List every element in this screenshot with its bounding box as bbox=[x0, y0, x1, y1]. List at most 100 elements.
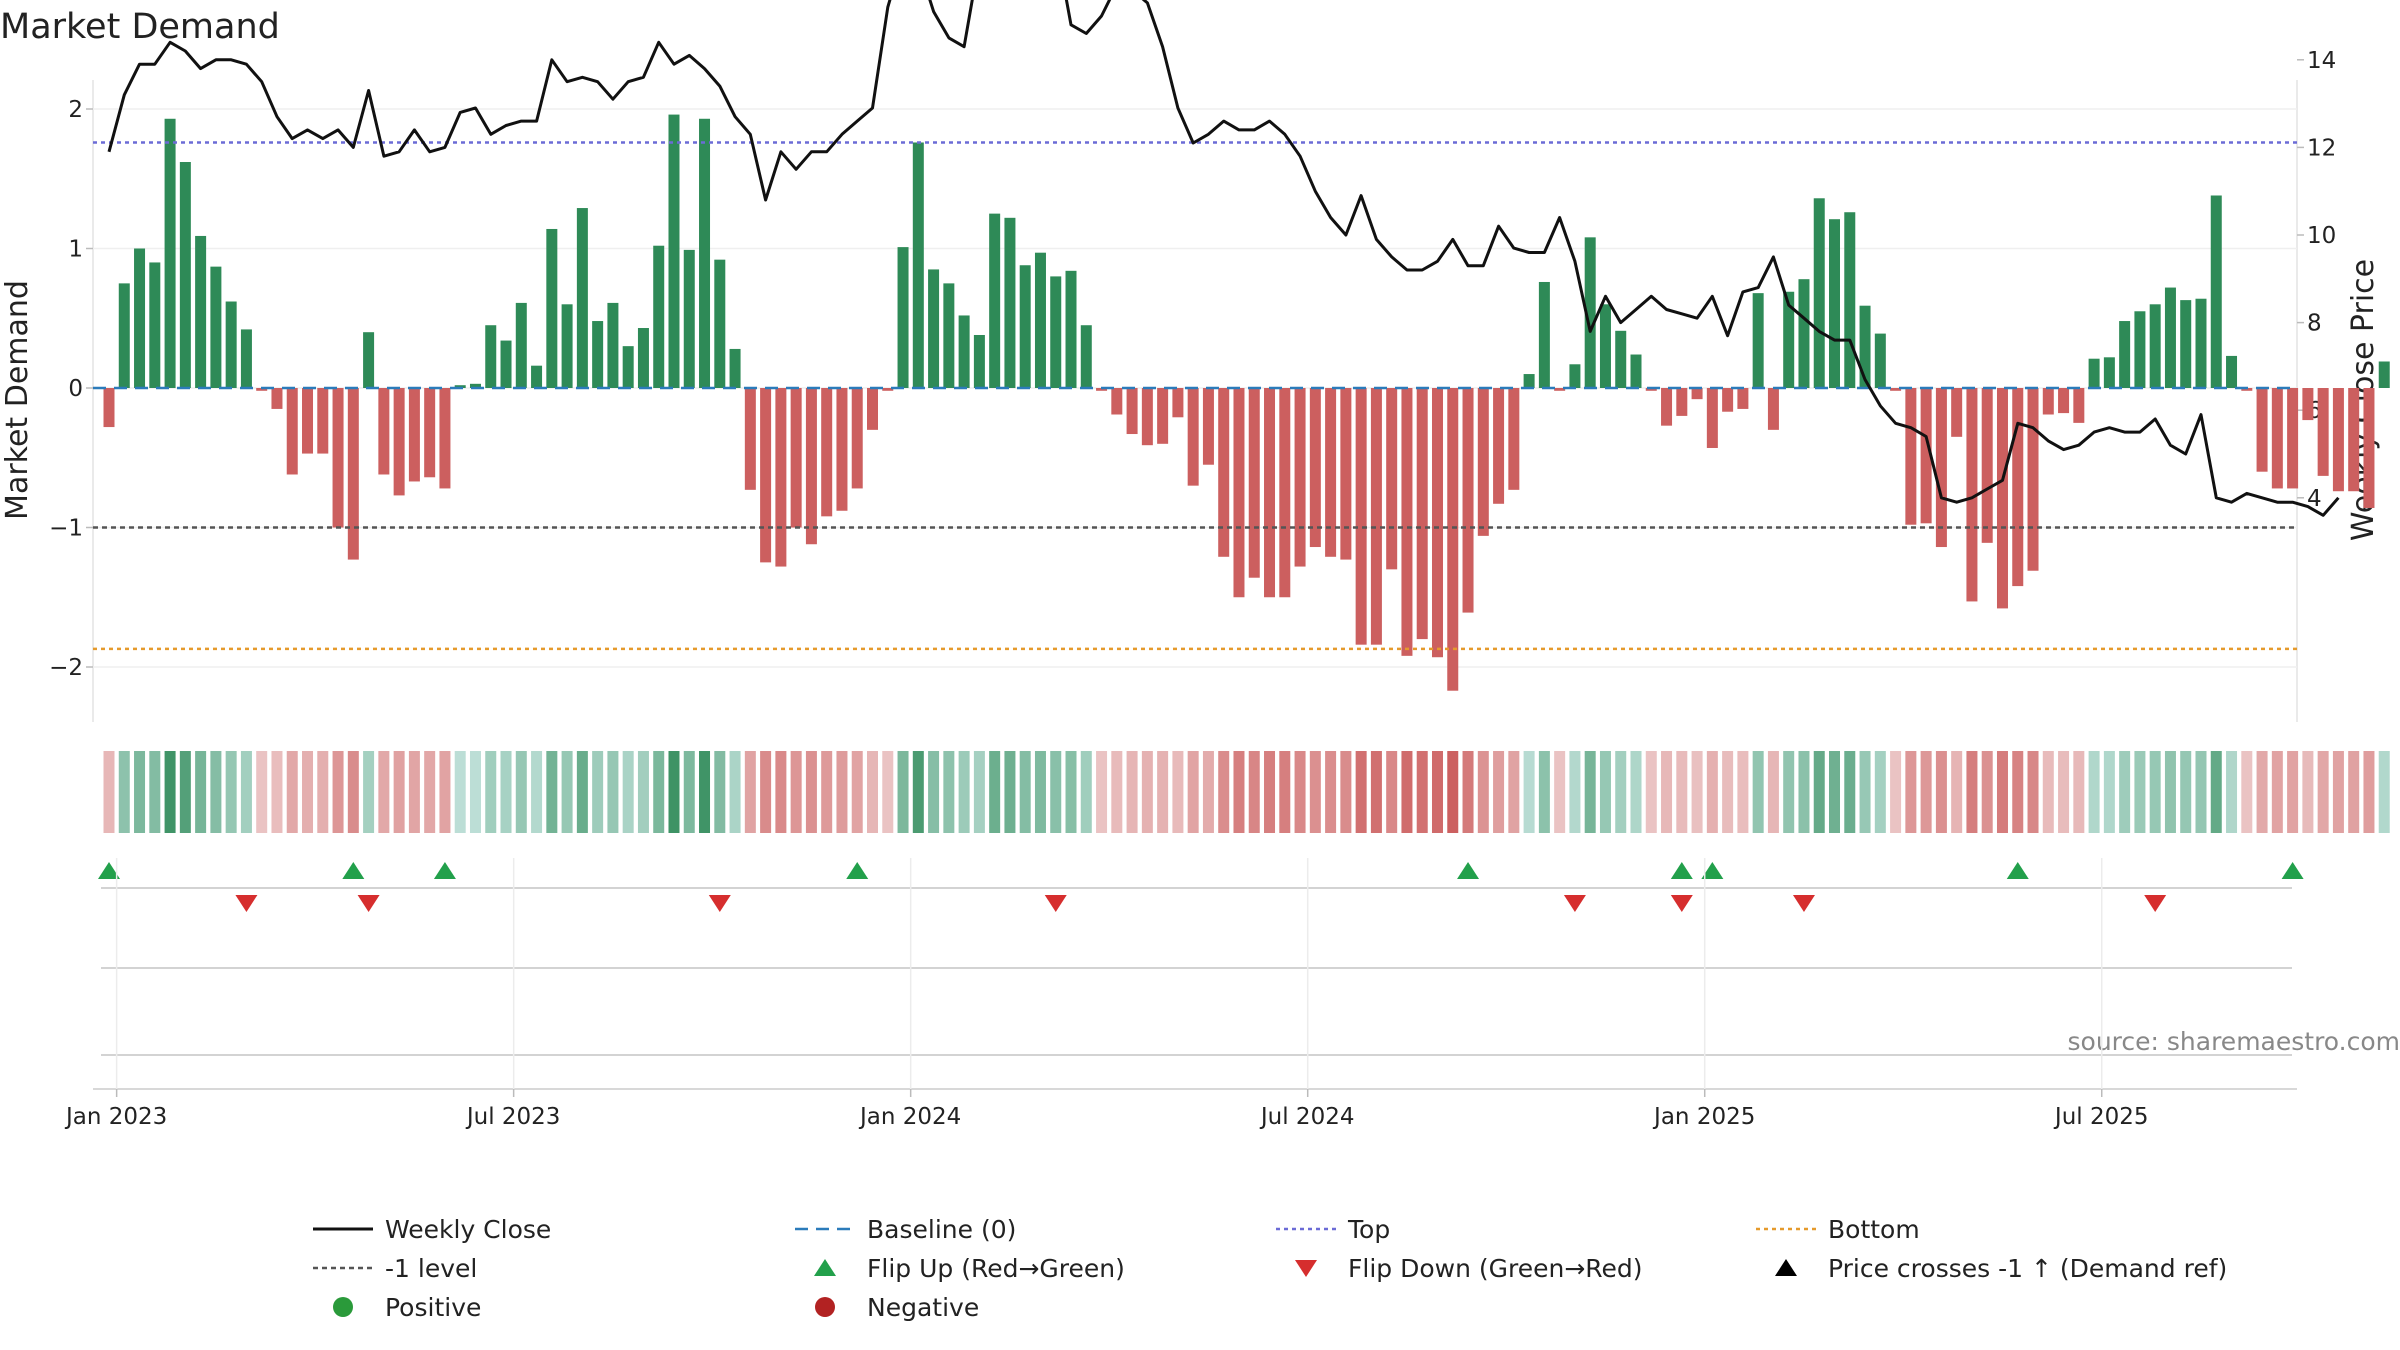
demand-bar-negative bbox=[2012, 388, 2024, 587]
strip-cell-negative bbox=[1691, 751, 1703, 833]
strip-cell-positive bbox=[454, 751, 466, 833]
legend-label-flip-up: Flip Up (Red→Green) bbox=[867, 1254, 1125, 1283]
demand-bar-negative bbox=[1737, 388, 1749, 409]
strip-cell-positive bbox=[653, 751, 665, 833]
demand-bar-positive bbox=[2180, 300, 2192, 388]
demand-bar-negative bbox=[775, 388, 787, 567]
x-tick-label: Jan 2025 bbox=[1652, 1104, 1755, 1130]
demand-bar-positive bbox=[210, 266, 222, 388]
demand-bar-negative bbox=[2317, 388, 2329, 476]
demand-bar-negative bbox=[1386, 388, 1398, 570]
y-right-tick-label: 14 bbox=[2307, 48, 2336, 74]
demand-bar-negative bbox=[1935, 388, 1947, 548]
strip-cell-positive bbox=[210, 751, 222, 833]
demand-bar-negative bbox=[1676, 388, 1688, 416]
demand-bar-negative bbox=[1722, 388, 1734, 412]
strip-cell-negative bbox=[1233, 751, 1245, 833]
demand-bar-positive bbox=[729, 348, 741, 388]
x-axis: Jan 2023 Jul 2023 Jan 2024 Jul 2024 Jan 2025… bbox=[64, 858, 2297, 1130]
strip-cell-positive bbox=[1783, 751, 1795, 833]
strip-cell-negative bbox=[2241, 751, 2253, 833]
demand-bar-negative bbox=[1126, 388, 1138, 435]
demand-bar-positive bbox=[1599, 304, 1611, 388]
strip-cell-negative bbox=[1172, 751, 1184, 833]
demand-bar-negative bbox=[1218, 388, 1230, 557]
demand-bar-negative bbox=[1355, 388, 1367, 645]
strip-cell-negative bbox=[1676, 751, 1688, 833]
demand-bar-positive bbox=[515, 302, 527, 388]
demand-bar-negative bbox=[1172, 388, 1184, 418]
strip-cell-negative bbox=[1508, 751, 1520, 833]
demand-bar-positive bbox=[2378, 361, 2390, 388]
strip-cell-positive bbox=[164, 751, 176, 833]
demand-bar-negative bbox=[1233, 388, 1245, 598]
strip-cell-negative bbox=[2317, 751, 2329, 833]
strip-cell-positive bbox=[1829, 751, 1841, 833]
flip-down-marker bbox=[1044, 895, 1067, 912]
demand-bar-negative bbox=[1248, 388, 1260, 578]
demand-bar-negative bbox=[1477, 388, 1489, 536]
strip-cell-negative bbox=[1157, 751, 1169, 833]
strip-cell-negative bbox=[256, 751, 268, 833]
strip-cell-negative bbox=[1340, 751, 1352, 833]
demand-bar-negative bbox=[2332, 388, 2344, 492]
demand-bar-negative bbox=[2073, 388, 2085, 423]
y-right-tick-label: 10 bbox=[2307, 223, 2336, 249]
strip-cell-negative bbox=[1447, 751, 1459, 833]
strip-cell-positive bbox=[943, 751, 955, 833]
strip-cell-positive bbox=[195, 751, 207, 833]
strip-cell-negative bbox=[347, 751, 359, 833]
strip-cell-positive bbox=[225, 751, 237, 833]
demand-bar-positive bbox=[2149, 304, 2161, 388]
demand-bar-negative bbox=[2256, 388, 2268, 472]
strip-cell-negative bbox=[2348, 751, 2360, 833]
demand-bar-negative bbox=[1340, 388, 1352, 560]
demand-bar-positive bbox=[668, 114, 680, 388]
strip-cell-negative bbox=[867, 751, 878, 833]
legend: Weekly Close Baseline (0) Top Bottom -1 leve… bbox=[313, 1215, 2227, 1322]
flip-up-marker bbox=[342, 862, 365, 879]
strip-cell-positive bbox=[1034, 751, 1046, 833]
demand-bar-positive bbox=[2088, 358, 2100, 388]
flip-up-marker bbox=[98, 862, 120, 879]
flip-down-marker bbox=[708, 895, 731, 912]
strip-cell-negative bbox=[1890, 751, 1902, 833]
demand-bar-negative bbox=[2042, 388, 2054, 415]
strip-cell-positive bbox=[973, 751, 985, 833]
demand-bar-negative bbox=[1508, 388, 1520, 490]
demand-bar-negative bbox=[1111, 388, 1123, 415]
strip-cell-negative bbox=[1325, 751, 1337, 833]
demand-heat-strip bbox=[103, 751, 2390, 833]
demand-bar-negative bbox=[1325, 388, 1337, 557]
strip-cell-positive bbox=[1752, 751, 1764, 833]
y-right-tick-label: 8 bbox=[2307, 311, 2322, 337]
demand-bar-negative bbox=[1996, 388, 2008, 609]
demand-bar-positive bbox=[1050, 276, 1062, 388]
strip-cell-positive bbox=[2210, 751, 2222, 833]
strip-cell-negative bbox=[1111, 751, 1123, 833]
strip-cell-positive bbox=[2134, 751, 2146, 833]
demand-bar-positive bbox=[973, 334, 985, 388]
strip-cell-negative bbox=[1264, 751, 1276, 833]
strip-cell-negative bbox=[805, 751, 817, 833]
strip-cell-negative bbox=[1477, 751, 1489, 833]
flip-up-marker bbox=[2281, 862, 2304, 879]
y-left-tick-label: −2 bbox=[49, 655, 83, 681]
strip-cell-negative bbox=[1966, 751, 1978, 833]
main-plot: −2−101246810121416 bbox=[49, 0, 2390, 722]
strip-cell-negative bbox=[1355, 751, 1367, 833]
strip-cell-positive bbox=[607, 751, 619, 833]
demand-bar-positive bbox=[561, 304, 573, 388]
strip-cell-negative bbox=[2012, 751, 2024, 833]
y-left-tick-label: −1 bbox=[49, 516, 83, 542]
strip-cell-negative bbox=[1187, 751, 1199, 833]
strip-cell-negative bbox=[2271, 751, 2283, 833]
demand-bar-positive bbox=[363, 332, 375, 388]
strip-cell-negative bbox=[1920, 751, 1932, 833]
demand-bar-positive bbox=[576, 208, 588, 388]
strip-cell-negative bbox=[1706, 751, 1718, 833]
demand-bar-positive bbox=[240, 329, 252, 388]
demand-bar-positive bbox=[1615, 330, 1627, 388]
flip-down-marker bbox=[1792, 895, 1815, 912]
demand-bar-negative bbox=[271, 388, 283, 409]
